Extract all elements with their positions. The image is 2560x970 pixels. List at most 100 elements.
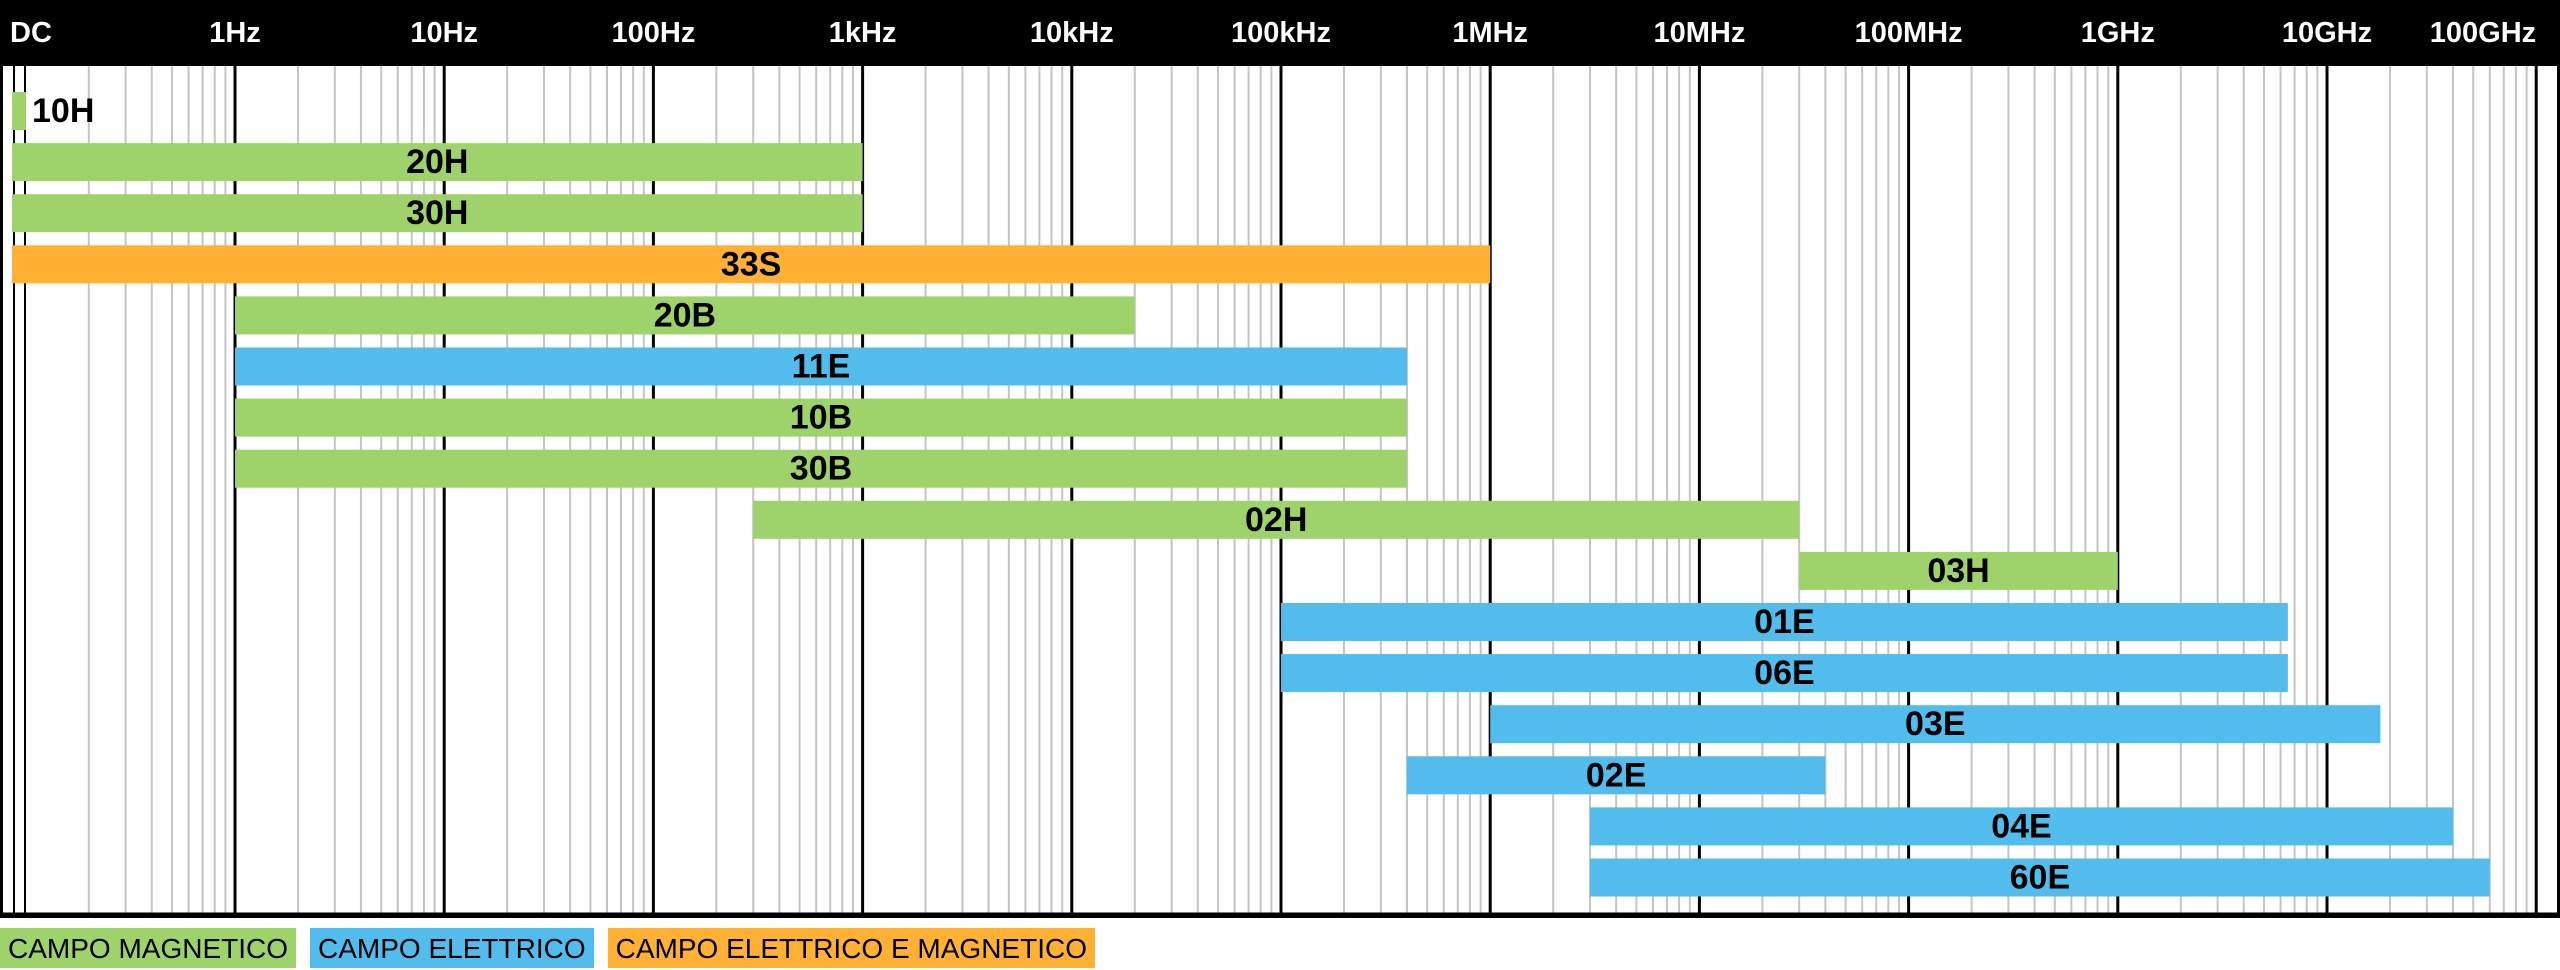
minor-gridline xyxy=(2388,66,2391,914)
x-tick-label: 10kHz xyxy=(1030,17,1114,49)
major-gridline xyxy=(1488,66,1492,914)
legend-item-electric: CAMPO ELETTRICO xyxy=(310,928,594,968)
minor-gridline xyxy=(1007,66,1010,914)
x-tick-label: 100GHz xyxy=(2430,17,2536,49)
bar-label: 01E xyxy=(1754,603,1815,641)
minor-gridline xyxy=(1887,66,1890,914)
minor-gridline xyxy=(605,66,608,914)
minor-gridline xyxy=(1798,66,1801,914)
bar-20B xyxy=(235,296,1135,335)
minor-gridline xyxy=(2514,66,2517,914)
bar-label: 03H xyxy=(1927,552,1989,590)
bar-03H xyxy=(1799,551,2118,590)
minor-gridline xyxy=(150,66,153,914)
bar-30B xyxy=(235,449,1407,488)
minor-gridline xyxy=(1456,66,1459,914)
minor-gridline xyxy=(2263,66,2266,914)
minor-gridline xyxy=(2084,66,2087,914)
x-tick-label: 1kHz xyxy=(829,17,897,49)
minor-gridline xyxy=(1844,66,1847,914)
minor-gridline xyxy=(2488,66,2491,914)
x-tick-label: 10Hz xyxy=(410,17,478,49)
legend-item-both: CAMPO ELETTRICO E MAGNETICO xyxy=(607,928,1095,968)
minor-gridline xyxy=(2525,66,2528,914)
bar-label: 10H xyxy=(32,92,94,130)
minor-gridline xyxy=(841,66,844,914)
bar-04E xyxy=(1590,807,2453,846)
minor-gridline xyxy=(296,66,299,914)
minor-gridline xyxy=(359,66,362,914)
dc-gridline xyxy=(13,66,15,914)
bar-02H xyxy=(753,500,1800,539)
minor-gridline xyxy=(171,66,174,914)
bar-label: 03E xyxy=(1905,705,1966,743)
dc-gridline xyxy=(24,66,26,914)
minor-gridline xyxy=(2107,66,2110,914)
bar-label: 20H xyxy=(406,143,468,181)
minor-gridline xyxy=(1678,66,1681,914)
minor-gridline xyxy=(642,66,645,914)
minor-gridline xyxy=(2293,66,2296,914)
minor-gridline xyxy=(201,66,204,914)
minor-gridline xyxy=(715,66,718,914)
minor-gridline xyxy=(213,66,216,914)
minor-gridline xyxy=(987,66,990,914)
major-gridline xyxy=(1070,66,1074,914)
minor-gridline xyxy=(1651,66,1654,914)
minor-gridline xyxy=(1615,66,1618,914)
bar-label: 30B xyxy=(790,450,852,488)
minor-gridline xyxy=(2305,66,2308,914)
major-gridline xyxy=(442,66,446,914)
minor-gridline xyxy=(1405,66,1408,914)
x-tick-label: 1GHz xyxy=(2081,17,2155,49)
minor-gridline xyxy=(589,66,592,914)
minor-gridline xyxy=(1589,66,1592,914)
minor-gridline xyxy=(2070,66,2073,914)
minor-gridline xyxy=(632,66,635,914)
minor-gridline xyxy=(924,66,927,914)
minor-gridline xyxy=(1247,66,1250,914)
minor-gridline xyxy=(1259,66,1262,914)
minor-gridline xyxy=(798,66,801,914)
major-gridline xyxy=(1907,66,1911,914)
minor-gridline xyxy=(1024,66,1027,914)
bar-10H xyxy=(12,92,26,130)
bar-03E xyxy=(1490,705,2381,744)
minor-gridline xyxy=(1861,66,1864,914)
minor-gridline xyxy=(124,66,127,914)
minor-gridline xyxy=(1061,66,1064,914)
major-gridline xyxy=(651,66,655,914)
minor-gridline xyxy=(2502,66,2505,914)
minor-gridline xyxy=(1479,66,1482,914)
major-gridline xyxy=(2534,66,2538,914)
bar-label: 60E xyxy=(2010,859,2071,897)
x-tick-label: DC xyxy=(10,17,52,49)
chart-bottom-rule xyxy=(0,914,2560,918)
minor-gridline xyxy=(506,66,509,914)
minor-gridline xyxy=(1898,66,1901,914)
minor-gridline xyxy=(1635,66,1638,914)
minor-gridline xyxy=(543,66,546,914)
minor-gridline xyxy=(2096,66,2099,914)
x-tick-label: 10MHz xyxy=(1653,17,1745,49)
minor-gridline xyxy=(380,66,383,914)
minor-gridline xyxy=(829,66,832,914)
minor-gridline xyxy=(1050,66,1053,914)
minor-gridline xyxy=(1217,66,1220,914)
bar-11E xyxy=(235,347,1407,386)
major-gridline xyxy=(1279,66,1283,914)
bar-02E xyxy=(1406,756,1826,795)
minor-gridline xyxy=(569,66,572,914)
major-gridline xyxy=(233,66,237,914)
bar-label: 11E xyxy=(792,348,851,386)
minor-gridline xyxy=(1426,66,1429,914)
bar-label: 33S xyxy=(721,245,782,283)
minor-gridline xyxy=(815,66,818,914)
minor-gridline xyxy=(1342,66,1345,914)
minor-gridline xyxy=(396,66,399,914)
minor-gridline xyxy=(1468,66,1471,914)
bar-label: 20B xyxy=(654,296,716,334)
minor-gridline xyxy=(1196,66,1199,914)
x-tick-label: 100Hz xyxy=(611,17,695,49)
